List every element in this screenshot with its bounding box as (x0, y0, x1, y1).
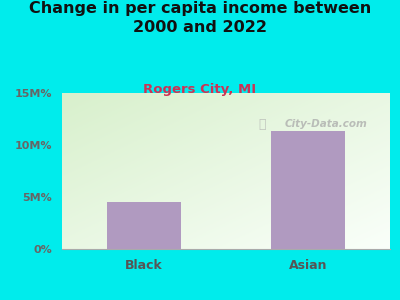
Text: Rogers City, MI: Rogers City, MI (144, 82, 256, 95)
Text: Change in per capita income between
2000 and 2022: Change in per capita income between 2000… (29, 2, 371, 35)
Text: Ⓜ: Ⓜ (258, 118, 266, 131)
Text: City-Data.com: City-Data.com (285, 119, 368, 129)
Bar (271, 131, 345, 249)
Bar (107, 202, 181, 249)
